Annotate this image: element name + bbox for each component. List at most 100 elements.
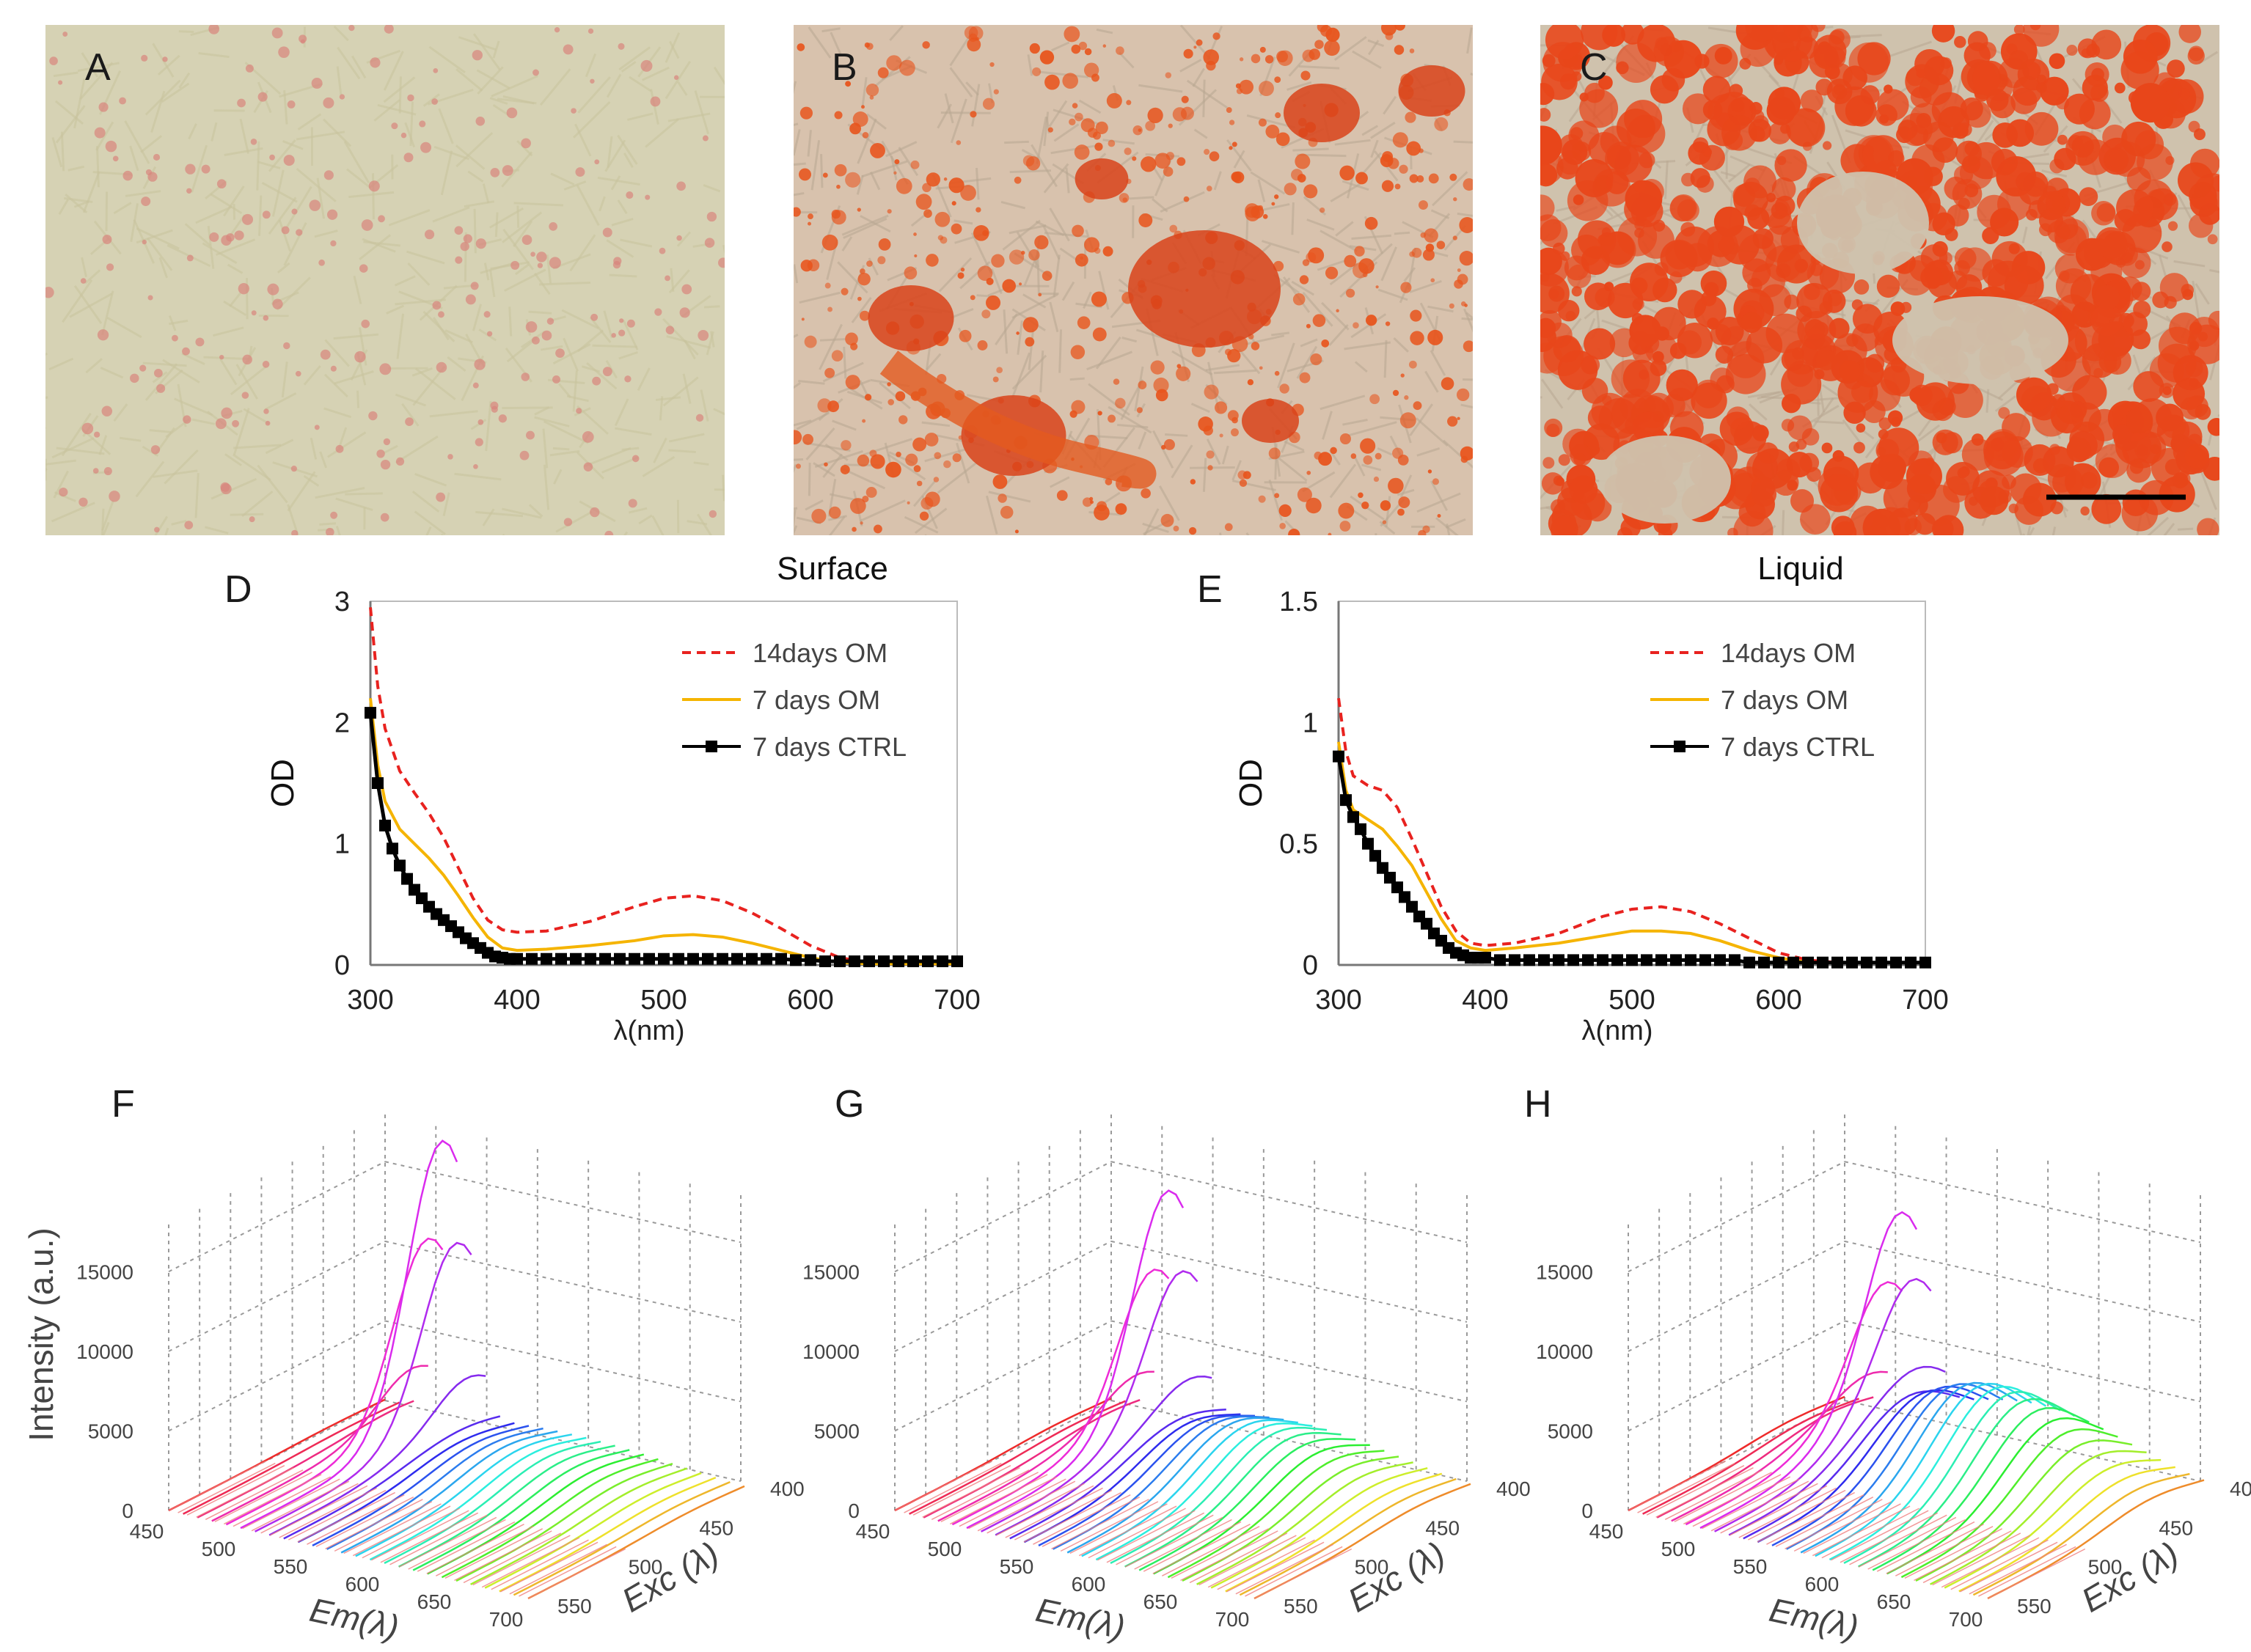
stain-dot: [2167, 59, 2185, 78]
data-point: [1553, 954, 1564, 966]
stain-dot: [1542, 54, 1556, 67]
spectrum-slice: [1872, 1407, 2090, 1571]
cell-fiber: [211, 122, 218, 142]
stain-dot: [1257, 205, 1263, 211]
stain-dot: [1242, 471, 1251, 480]
stain-dot: [2175, 471, 2191, 487]
stain-dot: [2167, 221, 2178, 231]
stain-dot: [1154, 153, 1171, 169]
cell-fiber: [1043, 111, 1050, 147]
cell-fiber: [1213, 171, 1222, 191]
stain-dot: [1432, 478, 1439, 485]
stain-dot: [141, 54, 148, 62]
cell-fiber: [135, 460, 165, 498]
cell-fiber: [614, 398, 629, 427]
cell-fiber: [653, 437, 667, 463]
cell-fiber: [204, 526, 229, 535]
stain-dot: [960, 185, 976, 201]
data-point: [1685, 954, 1697, 966]
stain-dot: [602, 367, 612, 377]
spectrum-slice: [268, 1374, 486, 1536]
stain-dot: [2091, 29, 2122, 60]
cell-fiber: [1342, 180, 1369, 191]
stain-dot: [865, 84, 879, 97]
stain-nodule: [1128, 230, 1281, 348]
stain-dot: [101, 405, 113, 416]
cell-fiber: [45, 459, 76, 466]
cell-fiber: [372, 173, 375, 220]
stain-dot: [924, 433, 939, 447]
cell-fiber: [497, 98, 537, 105]
cell-fiber: [51, 502, 95, 523]
spectrum-slice: [1757, 1389, 1974, 1543]
stain-dot: [195, 337, 205, 347]
stain-dot: [1345, 288, 1355, 298]
stain-dot: [896, 177, 912, 194]
cell-fiber: [213, 326, 244, 337]
stain-nodule: [1242, 399, 1299, 443]
z-tick-label: 15000: [1536, 1260, 1593, 1283]
floor-line: [186, 1464, 285, 1516]
stain-dot: [1765, 32, 1794, 60]
stain-dot: [991, 254, 1005, 268]
stain-dot: [926, 254, 939, 267]
stain-dot: [1038, 293, 1042, 297]
cell-fiber: [1138, 84, 1183, 93]
stain-dot: [2162, 386, 2172, 395]
em-tick-label: 550: [1733, 1555, 1768, 1578]
cell-fiber: [713, 408, 725, 416]
stain-dot: [153, 368, 163, 378]
spectrum-slice: [1110, 1426, 1328, 1565]
cell-fiber: [429, 410, 478, 418]
cell-fiber: [102, 521, 110, 535]
stain-dot: [433, 68, 439, 73]
cell-fiber: [1009, 224, 1047, 235]
cell-fiber: [822, 453, 843, 478]
x-tick-label: 600: [787, 985, 833, 1016]
data-point: [1340, 794, 1352, 807]
stain-dot: [893, 171, 897, 175]
cell-fiber: [1051, 41, 1070, 52]
stain-dot: [1865, 353, 1885, 373]
stain-dot: [1456, 388, 1470, 402]
floor-line: [1720, 1483, 1818, 1534]
stain-dot: [1019, 282, 1022, 286]
data-point: [893, 955, 904, 968]
cell-fiber: [297, 113, 322, 131]
cell-fiber: [1171, 350, 1213, 376]
cell-fiber: [620, 238, 653, 248]
data-point: [1362, 837, 1374, 850]
data-point: [614, 952, 626, 965]
cell-fiber: [1096, 28, 1113, 34]
cell-fiber: [194, 473, 200, 518]
cell-fiber: [898, 147, 919, 177]
stain-dot: [862, 419, 866, 423]
stain-dot: [1637, 25, 1676, 62]
cell-fiber: [359, 234, 392, 260]
stain-dot: [1239, 57, 1244, 62]
stain-dot: [1558, 454, 1570, 466]
stain-dot: [1449, 303, 1454, 309]
stain-dot: [265, 420, 271, 426]
cell-fiber: [954, 219, 973, 225]
y-tick-label: 2: [334, 708, 350, 738]
stain-dot: [291, 208, 298, 215]
floor-line: [343, 1503, 442, 1554]
stain-dot: [1363, 455, 1373, 465]
cell-fiber: [444, 329, 473, 344]
cell-fiber: [843, 346, 847, 379]
stain-dot: [1452, 235, 1457, 241]
cell-fiber: [58, 199, 69, 215]
cell-fiber: [1317, 259, 1346, 271]
cell-fiber: [1300, 338, 1318, 348]
stain-dot: [1721, 114, 1757, 151]
stain-dot: [1946, 462, 1980, 496]
floor-line: [1738, 1487, 1837, 1538]
exc-tick-label: 400: [1496, 1477, 1531, 1500]
cell-fiber: [794, 381, 802, 389]
stain-dot: [1853, 279, 1870, 295]
cell-fiber: [395, 393, 427, 407]
cell-fiber: [706, 331, 714, 356]
cell-fiber: [501, 507, 542, 519]
cell-fiber: [566, 394, 589, 403]
